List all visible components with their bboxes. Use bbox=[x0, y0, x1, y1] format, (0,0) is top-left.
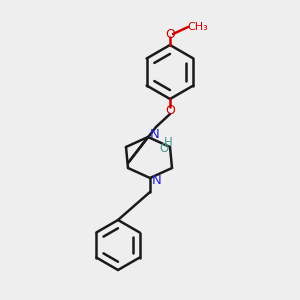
Text: O: O bbox=[165, 103, 175, 116]
Text: N: N bbox=[152, 173, 162, 187]
Text: N: N bbox=[150, 128, 160, 142]
Text: O: O bbox=[165, 28, 175, 40]
Text: H: H bbox=[164, 136, 172, 148]
Text: CH₃: CH₃ bbox=[188, 22, 208, 32]
Text: O: O bbox=[159, 142, 169, 155]
